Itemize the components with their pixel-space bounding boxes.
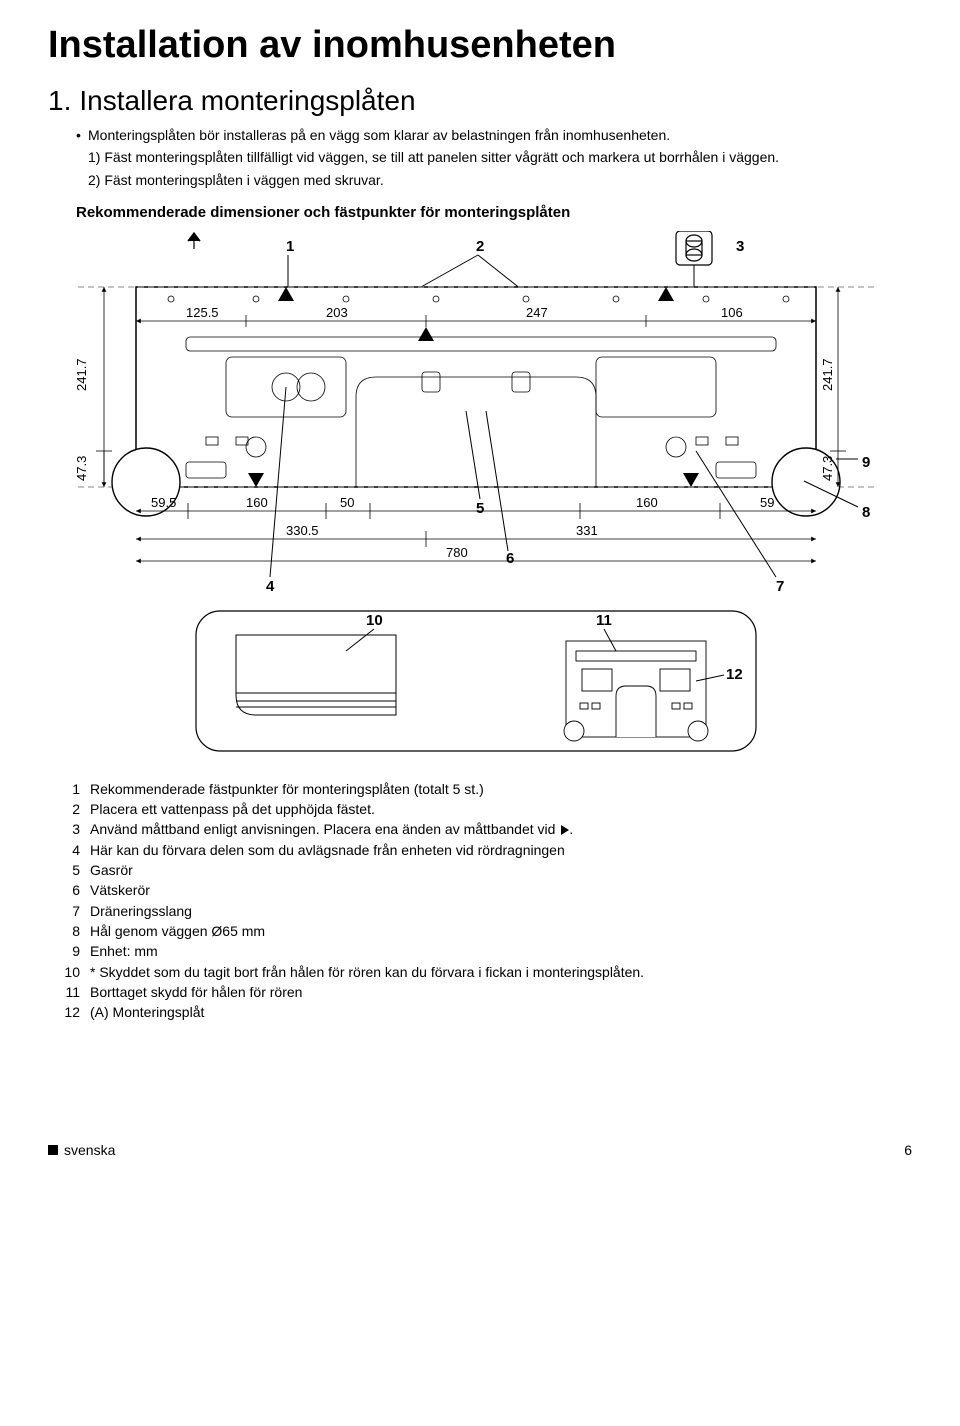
svg-text:106: 106	[721, 305, 743, 320]
diagram-heading: Rekommenderade dimensioner och fästpunkt…	[76, 204, 912, 221]
svg-text:59.5: 59.5	[151, 495, 176, 510]
svg-text:330.5: 330.5	[286, 523, 319, 538]
callout-10: 10	[366, 612, 383, 629]
callout-4: 4	[266, 578, 275, 595]
footer-lang: svenska	[64, 1142, 115, 1158]
callout-1: 1	[286, 238, 294, 255]
svg-text:241.7: 241.7	[76, 358, 89, 391]
svg-text:160: 160	[636, 495, 658, 510]
legend-3: Använd måttband enligt anvisningen. Plac…	[90, 819, 912, 839]
legend-12: (A) Monteringsplåt	[90, 1002, 912, 1022]
legend-10: * Skyddet som du tagit bort från hålen f…	[90, 962, 912, 982]
callout-12: 12	[726, 666, 743, 683]
svg-text:780: 780	[446, 545, 468, 560]
legend-list: 1Rekommenderade fästpunkter för monterin…	[62, 779, 912, 1023]
svg-text:50: 50	[340, 495, 354, 510]
legend-4: Här kan du förvara delen som du avlägsna…	[90, 840, 912, 860]
page-number: 6	[904, 1142, 912, 1158]
callout-11: 11	[596, 612, 612, 629]
page-title: Installation av inomhusenheten	[48, 24, 912, 67]
svg-text:247: 247	[526, 305, 548, 320]
callout-7: 7	[776, 578, 784, 595]
legend-8: Hål genom väggen Ø65 mm	[90, 921, 912, 941]
bullet-0: Monteringsplåten bör installeras på en v…	[88, 127, 670, 143]
bullet-2: 2) Fäst monteringsplåten i väggen med sk…	[88, 172, 384, 188]
callout-8: 8	[862, 504, 870, 521]
legend-7: Dräneringsslang	[90, 901, 912, 921]
svg-text:125.5: 125.5	[186, 305, 219, 320]
svg-text:241.7: 241.7	[820, 358, 835, 391]
callout-2: 2	[476, 238, 484, 255]
svg-text:203: 203	[326, 305, 348, 320]
intro-bullets: •Monteringsplåten bör installeras på en …	[76, 125, 912, 190]
callout-6: 6	[506, 550, 514, 567]
mounting-plate-diagram: 1 2 3 125.5 203 247 106	[76, 231, 876, 761]
bullet-1: 1) Fäst monteringsplåten tillfälligt vid…	[88, 149, 779, 165]
svg-text:160: 160	[246, 495, 268, 510]
legend-2: Placera ett vattenpass på det upphöjda f…	[90, 799, 912, 819]
square-icon	[48, 1145, 58, 1155]
legend-1: Rekommenderade fästpunkter för montering…	[90, 779, 912, 799]
svg-text:59: 59	[760, 495, 774, 510]
legend-6: Vätskerör	[90, 880, 912, 900]
legend-5: Gasrör	[90, 860, 912, 880]
section-heading: 1. Installera monteringsplåten	[48, 85, 912, 117]
callout-5: 5	[476, 500, 484, 517]
section-number: 1.	[48, 85, 71, 116]
svg-text:331: 331	[576, 523, 598, 538]
section-title-text: Installera monteringsplåten	[79, 85, 415, 116]
legend-11: Borttaget skydd för hålen för rören	[90, 982, 912, 1002]
page-footer: svenska 6	[48, 1142, 912, 1158]
svg-text:47.3: 47.3	[820, 456, 835, 481]
svg-text:47.3: 47.3	[76, 456, 89, 481]
callout-3: 3	[736, 238, 744, 255]
legend-9: Enhet: mm	[90, 941, 912, 961]
callout-9: 9	[862, 454, 870, 471]
